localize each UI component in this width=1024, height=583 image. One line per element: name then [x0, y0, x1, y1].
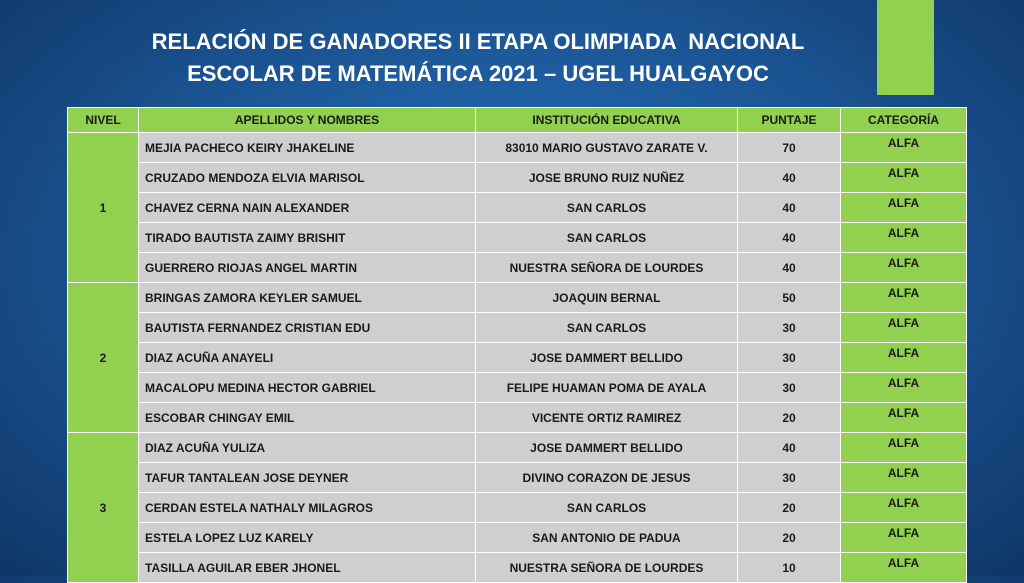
column-header: APELLIDOS Y NOMBRES	[138, 107, 476, 133]
score-cell: 20	[737, 402, 841, 433]
table-row: TIRADO BAUTISTA ZAIMY BRISHIT SAN CARLOS 4…	[68, 222, 967, 253]
category-cell: ALFA	[840, 462, 967, 493]
table-row: BAUTISTA FERNANDEZ CRISTIAN EDU SAN CARLO…	[68, 312, 967, 343]
school-cell: JOSE DAMMERT BELLIDO	[475, 432, 738, 463]
table-body: 1 MEJIA PACHECO KEIRY JHAKELINE 83010 MARI…	[67, 132, 967, 583]
school-cell: SAN CARLOS	[475, 192, 738, 223]
nivel-cell: 1	[67, 132, 139, 283]
category-cell: ALFA	[840, 522, 967, 553]
school-cell: JOSE DAMMERT BELLIDO	[475, 342, 738, 373]
school-cell: VICENTE ORTIZ RAMIREZ	[475, 402, 738, 433]
school-cell: SAN CARLOS	[475, 312, 738, 343]
category-cell: ALFA	[840, 372, 967, 403]
nivel-cell: 2	[67, 282, 139, 433]
winners-table: NIVEL APELLIDOS Y NOMBRES INSTITUCIÓN EDUC…	[67, 107, 967, 583]
name-cell: CERDAN ESTELA NATHALY MILAGROS	[138, 492, 476, 523]
category-cell: ALFA	[840, 312, 967, 343]
category-cell: ALFA	[840, 492, 967, 523]
school-cell: SAN ANTONIO DE PADUA	[475, 522, 738, 553]
name-cell: MACALOPU MEDINA HECTOR GABRIEL	[138, 372, 476, 403]
table-row: TAFUR TANTALEAN JOSE DEYNER DIVINO CORAZO…	[68, 462, 967, 493]
category-cell: ALFA	[840, 552, 967, 583]
column-header: CATEGORÍA	[840, 107, 967, 133]
score-cell: 30	[737, 342, 841, 373]
name-cell: BRINGAS ZAMORA KEYLER SAMUEL	[138, 282, 476, 313]
school-cell: DIVINO CORAZON DE JESUS	[475, 462, 738, 493]
table-row: ESCOBAR CHINGAY EMIL VICENTE ORTIZ RAMIRE…	[68, 402, 967, 433]
school-cell: NUESTRA SEÑORA DE LOURDES	[475, 252, 738, 283]
table-row: TASILLA AGUILAR EBER JHONEL NUESTRA SEÑOR…	[68, 552, 967, 583]
name-cell: BAUTISTA FERNANDEZ CRISTIAN EDU	[138, 312, 476, 343]
name-cell: ESTELA LOPEZ LUZ KARELY	[138, 522, 476, 553]
name-cell: CRUZADO MENDOZA ELVIA MARISOL	[138, 162, 476, 193]
score-cell: 40	[737, 162, 841, 193]
name-cell: MEJIA PACHECO KEIRY JHAKELINE	[138, 132, 476, 163]
category-cell: ALFA	[840, 132, 967, 163]
column-header: PUNTAJE	[737, 107, 841, 133]
score-cell: 40	[737, 222, 841, 253]
table-row: CERDAN ESTELA NATHALY MILAGROS SAN CARLOS…	[68, 492, 967, 523]
category-cell: ALFA	[840, 162, 967, 193]
school-cell: JOAQUIN BERNAL	[475, 282, 738, 313]
name-cell: DIAZ ACUÑA YULIZA	[138, 432, 476, 463]
score-cell: 70	[737, 132, 841, 163]
category-cell: ALFA	[840, 192, 967, 223]
category-cell: ALFA	[840, 342, 967, 373]
category-cell: ALFA	[840, 282, 967, 313]
table-row: CHAVEZ CERNA NAIN ALEXANDER SAN CARLOS 40 A…	[68, 192, 967, 223]
score-cell: 40	[737, 432, 841, 463]
table-row: CRUZADO MENDOZA ELVIA MARISOL JOSE BRUNO …	[68, 162, 967, 193]
score-cell: 30	[737, 372, 841, 403]
table-row: MACALOPU MEDINA HECTOR GABRIEL FELIPE HUA…	[68, 372, 967, 403]
header-row: NIVEL APELLIDOS Y NOMBRES INSTITUCIÓN EDUC…	[67, 107, 967, 133]
name-cell: TIRADO BAUTISTA ZAIMY BRISHIT	[138, 222, 476, 253]
name-cell: DIAZ ACUÑA ANAYELI	[138, 342, 476, 373]
column-header: INSTITUCIÓN EDUCATIVA	[475, 107, 738, 133]
name-cell: ESCOBAR CHINGAY EMIL	[138, 402, 476, 433]
score-cell: 10	[737, 552, 841, 583]
score-cell: 50	[737, 282, 841, 313]
table-row: ESTELA LOPEZ LUZ KARELY SAN ANTONIO DE PA…	[68, 522, 967, 553]
category-cell: ALFA	[840, 252, 967, 283]
school-cell: 83010 MARIO GUSTAVO ZARATE V.	[475, 132, 738, 163]
table-row: GUERRERO RIOJAS ANGEL MARTIN NUESTRA SEÑO…	[68, 252, 967, 283]
column-header: NIVEL	[67, 107, 139, 133]
table-row: DIAZ ACUÑA ANAYELI JOSE DAMMERT BELLIDO 30…	[68, 342, 967, 373]
score-cell: 40	[737, 192, 841, 223]
score-cell: 30	[737, 462, 841, 493]
name-cell: TAFUR TANTALEAN JOSE DEYNER	[138, 462, 476, 493]
score-cell: 20	[737, 492, 841, 523]
title: RELACIÓN DE GANADORES II ETAPA OLIMPIADA…	[40, 26, 916, 90]
school-cell: NUESTRA SEÑORA DE LOURDES	[475, 552, 738, 583]
name-cell: GUERRERO RIOJAS ANGEL MARTIN	[138, 252, 476, 283]
category-cell: ALFA	[840, 432, 967, 463]
category-cell: ALFA	[840, 222, 967, 253]
title-line: RELACIÓN DE GANADORES II ETAPA OLIMPIADA…	[151, 29, 805, 54]
category-cell: ALFA	[840, 402, 967, 433]
school-cell: SAN CARLOS	[475, 492, 738, 523]
school-cell: SAN CARLOS	[475, 222, 738, 253]
school-cell: FELIPE HUAMAN POMA DE AYALA	[475, 372, 738, 403]
table-row: 3 DIAZ ACUÑA YULIZA JOSE DAMMERT BELLIDO 40…	[67, 432, 967, 583]
title-line: ESCOLAR DE MATEMÁTICA 2021 – UGEL HUALGA…	[187, 61, 769, 86]
score-cell: 20	[737, 522, 841, 553]
school-cell: JOSE BRUNO RUIZ NUÑEZ	[475, 162, 738, 193]
score-cell: 40	[737, 252, 841, 283]
table-row: 1 MEJIA PACHECO KEIRY JHAKELINE 83010 MARI…	[67, 132, 967, 283]
table-row: 2 BRINGAS ZAMORA KEYLER SAMUEL JOAQUIN BER…	[67, 282, 967, 433]
nivel-cell: 3	[67, 432, 139, 583]
name-cell: CHAVEZ CERNA NAIN ALEXANDER	[138, 192, 476, 223]
score-cell: 30	[737, 312, 841, 343]
name-cell: TASILLA AGUILAR EBER JHONEL	[138, 552, 476, 583]
accent-bar	[877, 0, 934, 95]
